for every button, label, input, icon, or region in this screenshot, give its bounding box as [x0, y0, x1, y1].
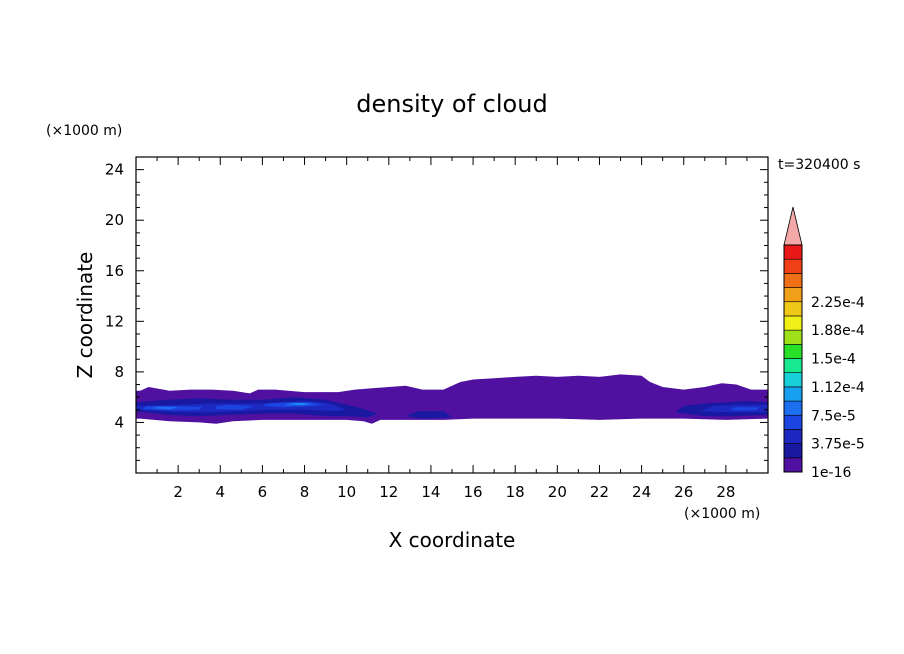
colorbar-swatch	[783, 329, 803, 345]
colorbar-level-label: 1e-16	[811, 465, 851, 481]
colorbar-swatch	[783, 372, 803, 388]
x-tick-label: 10	[337, 483, 356, 501]
colorbar-swatch	[783, 414, 803, 430]
x-tick-label: 6	[258, 483, 268, 501]
x-tick-label: 18	[506, 483, 525, 501]
y-tick-label: 16	[105, 262, 124, 280]
x-tick-label: 28	[716, 483, 735, 501]
x-tick-label: 24	[632, 483, 651, 501]
colorbar-swatch	[783, 273, 803, 288]
x-tick-label: 14	[421, 483, 440, 501]
colorbar-frame	[783, 244, 803, 473]
colorbar-level-label: 1.88e-4	[811, 323, 865, 339]
colorbar-swatch	[783, 457, 803, 473]
density-region-level-1	[405, 411, 452, 419]
x-tick-label: 20	[548, 483, 567, 501]
y-tick-label: 8	[114, 363, 124, 381]
x-tick-label: 22	[590, 483, 609, 501]
x-tick-label: 4	[215, 483, 225, 501]
colorbar-level-label: 1.5e-4	[811, 352, 856, 368]
colorbar-swatch	[783, 400, 803, 416]
time-label: t=320400 s	[778, 157, 860, 173]
density-region-level-3	[216, 404, 254, 410]
x-tick-label: 16	[464, 483, 483, 501]
colorbar-swatch	[783, 287, 803, 303]
colorbar-swatch	[783, 358, 803, 373]
x-axis-title: X coordinate	[389, 528, 516, 552]
colorbar-swatch	[783, 443, 803, 459]
x-tick-label: 2	[173, 483, 183, 501]
plot-frame	[135, 156, 769, 474]
colorbar: 1e-16 3.75e-5 7.5e-5 1.12e-4 1.5e-4 1.88e-4 2.…	[783, 206, 865, 481]
y-axis-ticks: 4 8 12 16 20 24	[105, 156, 768, 474]
colorbar-swatch	[783, 258, 803, 274]
colorbar-swatch	[783, 386, 803, 402]
density-region-level-5	[294, 403, 307, 405]
colorbar-swatch	[783, 301, 803, 317]
y-tick-label: 24	[105, 161, 124, 179]
x-tick-label: 26	[674, 483, 693, 501]
y-unit-label: (×1000 m)	[46, 123, 122, 139]
colorbar-level-label: 7.5e-5	[811, 408, 856, 424]
x-tick-label: 12	[379, 483, 398, 501]
colorbar-extend-arrow	[783, 206, 803, 246]
density-region-level-0	[136, 374, 768, 424]
y-axis-title: Z coordinate	[73, 252, 97, 379]
colorbar-level-label: 3.75e-5	[811, 437, 865, 453]
density-region-level-4	[152, 406, 179, 410]
density-region-level-3	[730, 407, 760, 411]
colorbar-level-label: 2.25e-4	[811, 295, 865, 311]
density-contours	[136, 374, 768, 424]
chart-title: density of cloud	[356, 90, 547, 118]
y-tick-label: 12	[105, 312, 124, 330]
x-axis-ticks: 2 4 6 8 10 12 14 16 18 20 22 24 26 28	[135, 157, 769, 501]
x-tick-label: 8	[300, 483, 310, 501]
x-unit-label: (×1000 m)	[684, 506, 760, 522]
y-tick-label: 20	[105, 211, 124, 229]
colorbar-swatch	[783, 344, 803, 359]
colorbar-level-label: 1.12e-4	[811, 380, 865, 396]
colorbar-swatch	[783, 315, 803, 331]
colorbar-swatch	[783, 429, 803, 444]
y-tick-label: 4	[114, 413, 124, 431]
colorbar-swatch	[783, 244, 803, 260]
